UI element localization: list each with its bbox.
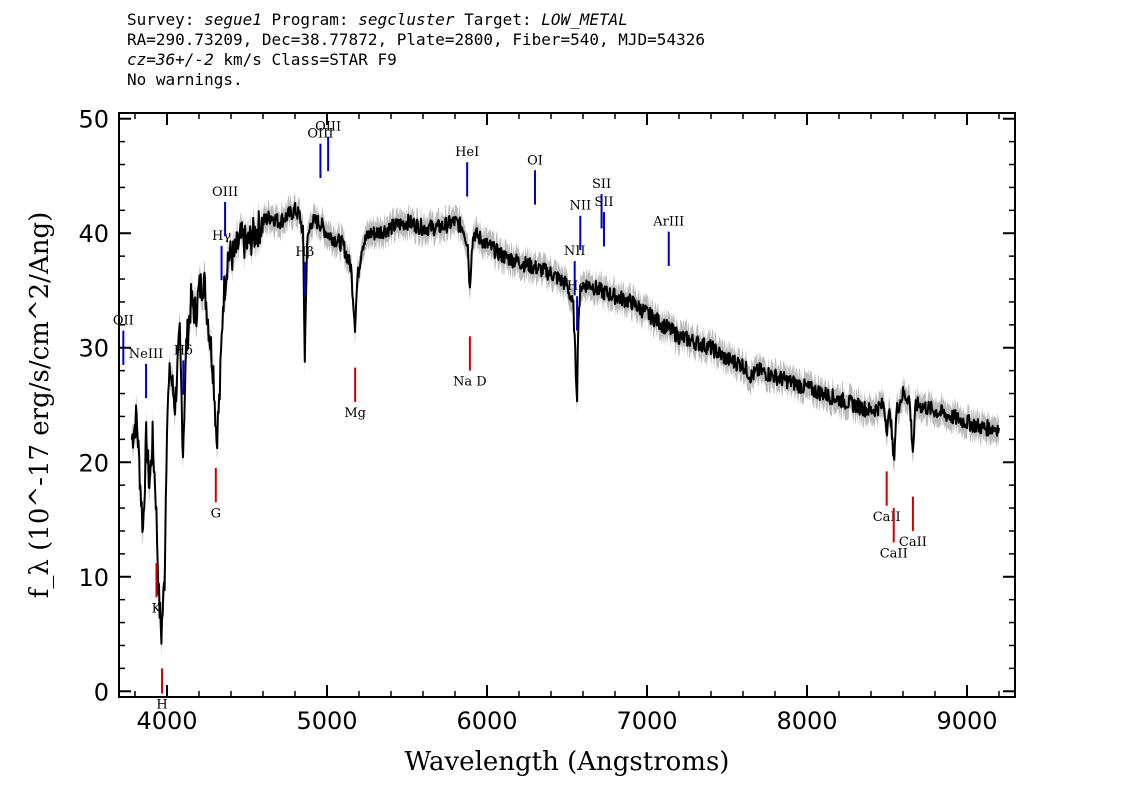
emission-label-1: OII <box>113 314 134 329</box>
absorption-label-6: CaII <box>880 546 908 561</box>
emission-label-4: OIII <box>212 185 238 200</box>
emission-label-10: NII <box>564 244 586 259</box>
y-tick-label-1: 10 <box>78 564 109 592</box>
x-axis-ticks: 4000 5000 6000 7000 8000 9000 <box>134 113 1000 735</box>
y-axis-ticks: 0 10 20 30 40 50 <box>78 106 1015 706</box>
header-redshift-part-1: km/s Class=STAR F9 <box>213 50 397 69</box>
header-survey-part-0: Survey: <box>127 10 205 29</box>
absorption-label-2: G <box>211 506 221 521</box>
header-redshift-part-0: cz=36+/-2 <box>127 50 214 69</box>
spectrum-line <box>130 201 1000 645</box>
y-tick-label-5: 50 <box>78 106 109 134</box>
emission-label-3: Hγ <box>212 229 231 244</box>
emission-label-13: SII <box>592 177 611 192</box>
y-tick-label-0: 0 <box>94 678 109 706</box>
emission-label-11: Hα <box>567 279 587 294</box>
error-band-layer <box>131 190 1000 657</box>
spectral-line-markers: NeIIIOIIHδHγOIIIHβOIIIOIIIHeIOINIIHαNIIS… <box>113 120 927 713</box>
header-redshift-line: cz=36+/-2 km/s Class=STAR F9 <box>127 50 705 70</box>
header-survey-part-2: Program: <box>261 10 359 29</box>
emission-label-9: OI <box>527 153 543 168</box>
header-survey-part-3: segcluster <box>358 10 455 29</box>
header-coordinates-line: RA=290.73209, Dec=38.77872, Plate=2800, … <box>127 30 705 49</box>
absorption-label-5: CaII <box>873 510 901 525</box>
emission-label-15: ArIII <box>652 215 684 230</box>
emission-label-5: Hβ <box>295 245 314 260</box>
emission-label-8: HeI <box>455 145 479 160</box>
absorption-label-4: Na D <box>453 375 487 390</box>
header-warnings-line: No warnings. <box>127 70 243 89</box>
y-axis-label: f_λ (10^-17 erg/s/cm^2/Ang) <box>25 212 55 598</box>
emission-label-0: NeIII <box>129 347 163 362</box>
x-tick-label-0: 4000 <box>136 707 197 735</box>
plot-frame <box>118 112 1016 698</box>
spectrum-series-layer <box>130 201 1000 645</box>
x-tick-label-5: 9000 <box>936 707 997 735</box>
y-tick-label-3: 30 <box>78 335 109 363</box>
emission-label-6: OIII <box>307 127 333 142</box>
x-axis-label: Wavelength (Angstroms) <box>405 747 730 777</box>
emission-label-12: NII <box>569 199 591 214</box>
header-survey-part-1: segue1 <box>204 10 262 29</box>
x-tick-label-2: 6000 <box>456 707 517 735</box>
header-survey-line: Survey: segue1 Program: segcluster Targe… <box>127 10 705 30</box>
y-tick-label-4: 40 <box>78 220 109 248</box>
header-survey-part-4: Target: <box>454 10 542 29</box>
absorption-label-0: K <box>152 601 162 616</box>
header-survey-part-5: LOW_METAL <box>541 10 628 29</box>
x-tick-label-4: 8000 <box>776 707 837 735</box>
emission-label-7: OIII <box>315 120 341 135</box>
error-band <box>131 190 1000 657</box>
x-tick-label-1: 5000 <box>296 707 357 735</box>
emission-label-14: SII <box>594 195 613 210</box>
absorption-label-1: H <box>156 698 167 713</box>
spectrum-header: Survey: segue1 Program: segcluster Targe… <box>127 10 705 90</box>
y-tick-label-2: 20 <box>78 449 109 477</box>
emission-label-2: Hδ <box>174 343 193 358</box>
x-tick-label-3: 7000 <box>616 707 677 735</box>
absorption-label-3: Mg <box>344 406 366 421</box>
absorption-label-7: CaII <box>899 535 927 550</box>
